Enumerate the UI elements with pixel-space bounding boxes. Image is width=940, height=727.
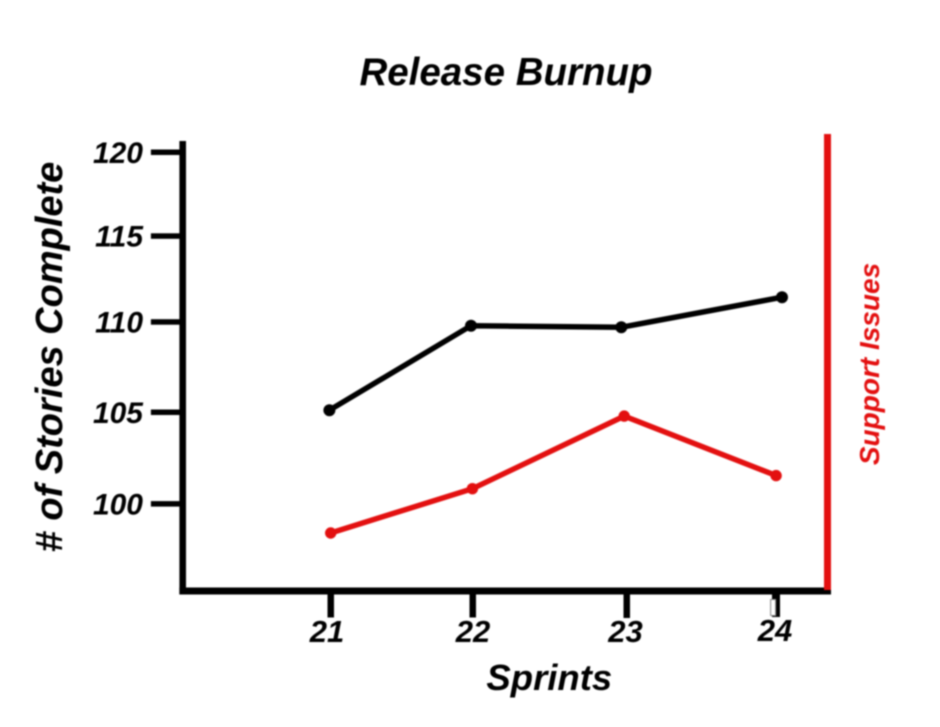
svg-text:21: 21 bbox=[309, 614, 344, 649]
svg-text:115: 115 bbox=[95, 221, 144, 254]
svg-text:120: 120 bbox=[93, 137, 143, 170]
svg-text:# of Stories Complete: # of Stories Complete bbox=[29, 162, 71, 553]
svg-text:Sprints: Sprints bbox=[486, 657, 612, 698]
svg-text:110: 110 bbox=[95, 307, 143, 340]
svg-text:105: 105 bbox=[93, 397, 144, 430]
svg-text:22: 22 bbox=[455, 614, 490, 649]
svg-text:24: 24 bbox=[757, 613, 792, 648]
svg-text:23: 23 bbox=[607, 614, 642, 649]
svg-text:100: 100 bbox=[93, 488, 143, 521]
svg-text:Release Burnup: Release Burnup bbox=[359, 51, 652, 94]
svg-text:Support Issues: Support Issues bbox=[854, 263, 885, 465]
